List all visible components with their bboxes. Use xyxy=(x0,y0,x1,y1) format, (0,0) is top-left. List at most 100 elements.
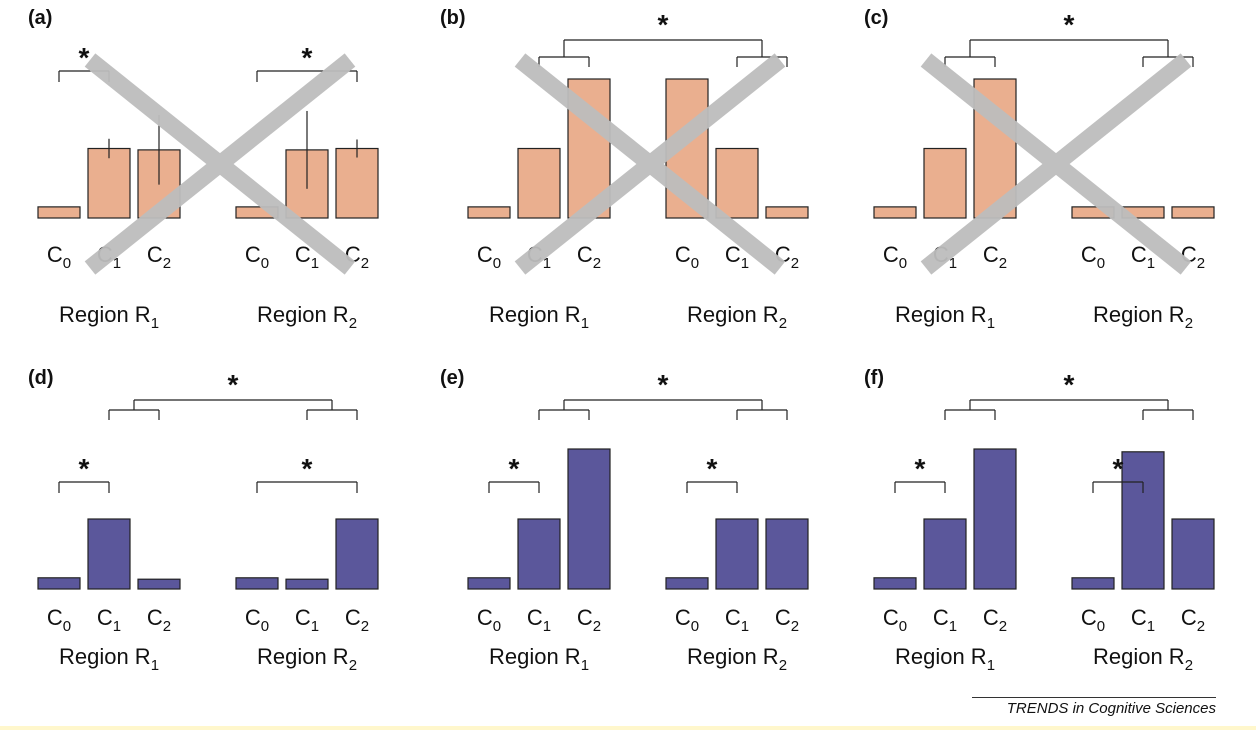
panel-label: (b) xyxy=(440,7,466,29)
bar xyxy=(137,578,181,590)
significance-star: * xyxy=(1064,369,1075,400)
significance-star: * xyxy=(79,453,90,484)
bar xyxy=(1121,451,1165,590)
bottom-highlight-bar xyxy=(0,726,1256,730)
region-label: Region R1 xyxy=(489,644,589,674)
region-label: Region R2 xyxy=(687,644,787,674)
condition-label: C2 xyxy=(147,605,171,635)
condition-label: C1 xyxy=(527,605,551,635)
condition-label: C1 xyxy=(725,242,749,272)
condition-label: C0 xyxy=(477,605,501,635)
condition-label: C1 xyxy=(97,605,121,635)
condition-label: C2 xyxy=(775,605,799,635)
bar xyxy=(567,448,611,590)
condition-label: C0 xyxy=(477,242,501,272)
region-label: Region R2 xyxy=(1093,302,1193,332)
region-label: Region R1 xyxy=(489,302,589,332)
bar xyxy=(973,448,1017,590)
condition-label: C1 xyxy=(295,605,319,635)
condition-label: C0 xyxy=(1081,242,1105,272)
significance-star: * xyxy=(302,42,313,73)
condition-label: C1 xyxy=(933,605,957,635)
panel-label: (d) xyxy=(28,367,54,389)
condition-label: C1 xyxy=(1131,605,1155,635)
bar xyxy=(765,206,809,219)
cross-out-mark xyxy=(920,53,1192,275)
condition-label: C0 xyxy=(1081,605,1105,635)
condition-label: C0 xyxy=(675,605,699,635)
significance-star: * xyxy=(915,453,926,484)
region-label: Region R1 xyxy=(895,644,995,674)
bar xyxy=(665,577,709,590)
region-label: Region R2 xyxy=(257,644,357,674)
significance-star: * xyxy=(1064,9,1075,40)
significance-star: * xyxy=(1113,453,1124,484)
bar xyxy=(467,206,511,219)
panel-label: (f) xyxy=(864,367,884,389)
bar xyxy=(37,206,81,219)
bar xyxy=(765,518,809,590)
significance-star: * xyxy=(707,453,718,484)
bar xyxy=(37,577,81,590)
figure-credit: TRENDS in Cognitive Sciences xyxy=(972,697,1216,717)
significance-star: * xyxy=(658,369,669,400)
condition-label: C0 xyxy=(245,605,269,635)
bar xyxy=(873,206,917,219)
cross-stroke xyxy=(84,53,356,275)
condition-label: C0 xyxy=(47,242,71,272)
cross-out-mark xyxy=(514,53,786,275)
region-label: Region R2 xyxy=(687,302,787,332)
condition-label: C1 xyxy=(1131,242,1155,272)
condition-label: C1 xyxy=(725,605,749,635)
bar xyxy=(923,147,967,219)
condition-label: C0 xyxy=(47,605,71,635)
significance-star: * xyxy=(658,9,669,40)
condition-label: C2 xyxy=(1181,605,1205,635)
condition-label: C0 xyxy=(883,605,907,635)
bar xyxy=(1171,206,1215,219)
condition-label: C2 xyxy=(983,242,1007,272)
condition-label: C0 xyxy=(675,242,699,272)
region-label: Region R2 xyxy=(257,302,357,332)
bar xyxy=(715,147,759,219)
cross-out-mark xyxy=(84,53,356,275)
bar xyxy=(87,147,131,219)
condition-label: C2 xyxy=(983,605,1007,635)
condition-label: C0 xyxy=(245,242,269,272)
significance-star: * xyxy=(228,369,239,400)
condition-label: C1 xyxy=(295,242,319,272)
panel-d: (d) C0 C1 C2 Region R1 C0 C1 C2 Region R2 * * * xyxy=(28,367,379,674)
condition-label: C2 xyxy=(577,605,601,635)
bar xyxy=(715,518,759,590)
bar xyxy=(1171,518,1215,590)
bar xyxy=(467,577,511,590)
region-label: Region R1 xyxy=(895,302,995,332)
bar xyxy=(335,518,379,590)
condition-label: C2 xyxy=(345,605,369,635)
region-label: Region R2 xyxy=(1093,644,1193,674)
condition-label: C2 xyxy=(577,242,601,272)
panel-e: (e) C0 C1 C2 Region R1 C0 C1 C2 Region R2 * * * xyxy=(440,367,809,674)
bar xyxy=(1071,577,1115,590)
panel-label: (e) xyxy=(440,367,464,389)
panel-f: (f) C0 C1 C2 Region R1 C0 C1 C2 Region R2 * * * xyxy=(864,367,1215,674)
significance-star: * xyxy=(79,42,90,73)
cross-stroke xyxy=(920,53,1192,275)
bar xyxy=(923,518,967,590)
condition-label: C0 xyxy=(883,242,907,272)
bar xyxy=(517,147,561,219)
bar xyxy=(335,147,379,219)
cross-stroke xyxy=(514,53,786,275)
bar xyxy=(285,578,329,590)
significance-star: * xyxy=(509,453,520,484)
significance-star: * xyxy=(302,453,313,484)
region-label: Region R1 xyxy=(59,302,159,332)
bar xyxy=(235,577,279,590)
region-label: Region R1 xyxy=(59,644,159,674)
panel-label: (a) xyxy=(28,7,52,29)
